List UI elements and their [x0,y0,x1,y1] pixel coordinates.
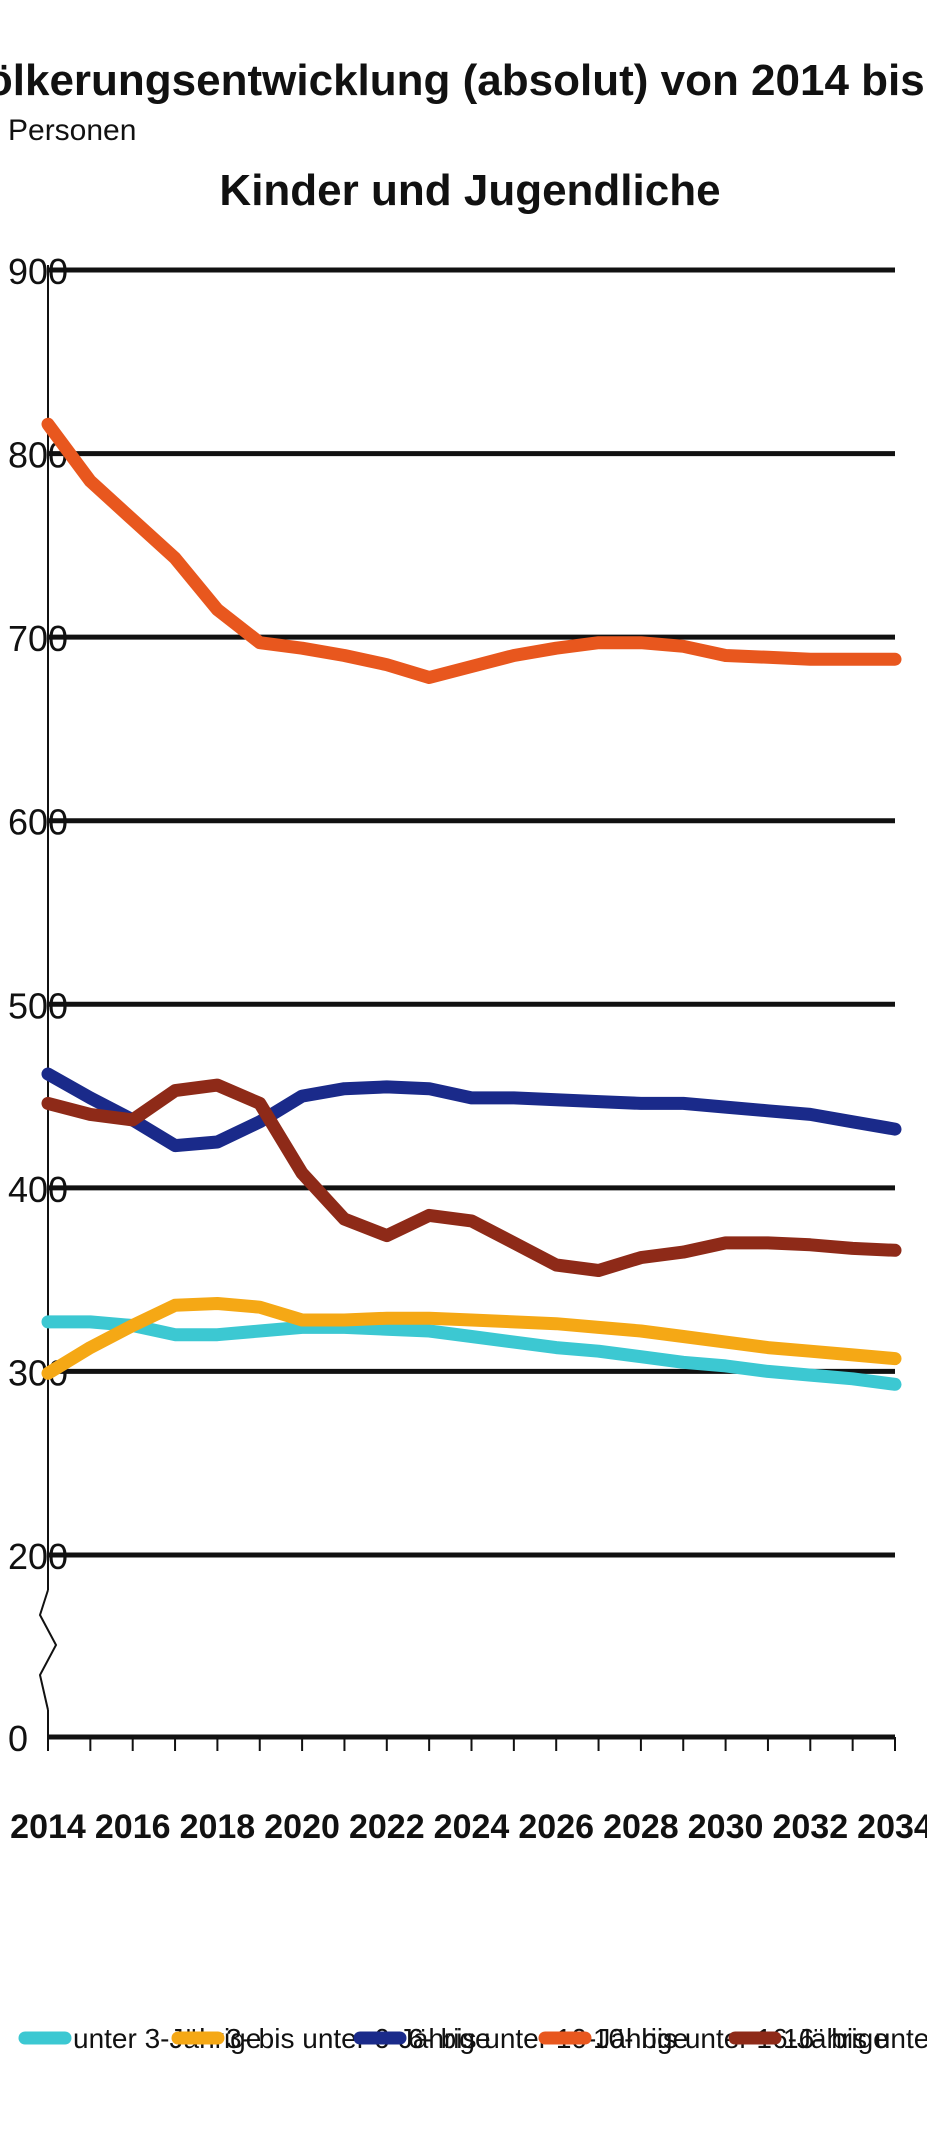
x-tick-label: 2032 [772,1808,848,1846]
legend-label-1: unter 3-Jährige [73,2023,261,2054]
y-tick-label: 0 [8,1718,28,1759]
grid [48,267,895,1740]
x-tick-label: 2016 [95,1808,171,1846]
x-tick-label: 2026 [518,1808,594,1846]
x-tick-label: 2030 [688,1808,764,1846]
y-tick-label: 900 [8,251,68,292]
y-axis-label: Personen [8,114,136,147]
series-line-4 [41,417,902,684]
x-tick-label: 2014 [10,1808,86,1846]
y-tick-label: 400 [8,1169,68,1210]
x-tick-label: 2028 [603,1808,679,1846]
y-axis-break [38,1589,58,1711]
y-tick-label: 500 [8,985,68,1026]
y-tick-label: 200 [8,1536,68,1577]
chart-title: Bevölkerungsentwicklung (absolut) von 20… [0,56,927,105]
series-line-3 [41,1067,902,1153]
y-tick-label: 600 [8,802,68,843]
series-line-2 [41,1297,902,1380]
chart-subtitle: Kinder und Jugendliche [219,166,720,215]
x-tick-label: 2022 [349,1808,425,1846]
series-lines [41,417,902,1391]
x-tick-label: 2034 [857,1808,927,1846]
y-tick-label: 700 [8,618,68,659]
x-tick-label: 2020 [264,1808,340,1846]
legend-label-5: 16- bis unter 19-Jährige [783,2023,927,2054]
series-line-5 [41,1078,902,1277]
series-line-1 [41,1315,902,1391]
x-tick-label: 2024 [434,1808,510,1846]
x-tick-label: 2018 [180,1808,256,1846]
